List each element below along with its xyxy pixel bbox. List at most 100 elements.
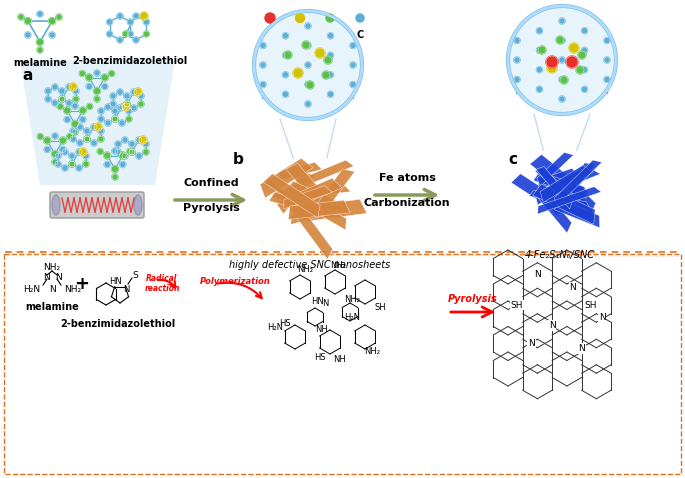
- Circle shape: [72, 129, 78, 135]
- Circle shape: [122, 103, 130, 111]
- Circle shape: [295, 13, 305, 22]
- Circle shape: [79, 107, 86, 114]
- Circle shape: [514, 76, 520, 83]
- Text: SH: SH: [510, 301, 523, 310]
- Polygon shape: [263, 174, 320, 218]
- Circle shape: [98, 128, 104, 134]
- Circle shape: [315, 48, 325, 58]
- Circle shape: [350, 82, 356, 87]
- Circle shape: [71, 120, 79, 128]
- Circle shape: [117, 89, 123, 95]
- Circle shape: [305, 101, 311, 107]
- Circle shape: [64, 107, 71, 114]
- Polygon shape: [288, 200, 350, 219]
- Circle shape: [112, 116, 118, 122]
- Circle shape: [64, 117, 70, 122]
- Circle shape: [36, 39, 44, 45]
- Text: H₂N: H₂N: [344, 313, 360, 322]
- Circle shape: [143, 31, 149, 37]
- Polygon shape: [554, 200, 599, 228]
- Text: +: +: [75, 275, 90, 293]
- Text: N: N: [534, 270, 541, 279]
- Circle shape: [560, 76, 568, 84]
- Text: melamine: melamine: [25, 302, 79, 312]
- Circle shape: [293, 68, 303, 78]
- Circle shape: [536, 47, 543, 53]
- Text: SH: SH: [584, 301, 597, 310]
- Circle shape: [45, 146, 50, 152]
- Polygon shape: [286, 163, 323, 205]
- Circle shape: [282, 52, 288, 58]
- Circle shape: [322, 71, 330, 79]
- Circle shape: [112, 108, 118, 114]
- Text: N: N: [123, 284, 129, 293]
- Polygon shape: [511, 174, 563, 215]
- Text: NH₂: NH₂: [364, 348, 380, 357]
- Circle shape: [559, 37, 565, 43]
- Circle shape: [45, 96, 51, 102]
- Circle shape: [84, 136, 90, 142]
- Circle shape: [25, 32, 31, 38]
- Text: N: N: [322, 300, 328, 308]
- Circle shape: [72, 103, 78, 109]
- Text: 4-Fe₂S₁N₆/SNC: 4-Fe₂S₁N₆/SNC: [525, 250, 595, 260]
- Circle shape: [94, 123, 102, 131]
- Circle shape: [350, 43, 356, 48]
- Circle shape: [104, 162, 110, 167]
- Circle shape: [265, 13, 275, 23]
- Circle shape: [79, 70, 85, 76]
- Circle shape: [582, 47, 588, 53]
- Circle shape: [84, 136, 90, 142]
- Circle shape: [138, 93, 144, 99]
- Polygon shape: [530, 190, 590, 209]
- Circle shape: [124, 101, 130, 107]
- Circle shape: [86, 74, 92, 81]
- Text: 2-benzimidazolethiol: 2-benzimidazolethiol: [60, 319, 175, 329]
- Circle shape: [70, 136, 76, 142]
- Text: C: C: [356, 30, 364, 40]
- Circle shape: [604, 37, 610, 43]
- Circle shape: [105, 104, 111, 110]
- Circle shape: [59, 96, 65, 102]
- Circle shape: [139, 136, 147, 144]
- Circle shape: [582, 67, 588, 73]
- Polygon shape: [284, 186, 332, 209]
- Circle shape: [102, 84, 108, 89]
- Circle shape: [260, 62, 266, 68]
- Polygon shape: [291, 202, 344, 225]
- Circle shape: [110, 101, 116, 107]
- Circle shape: [254, 11, 362, 119]
- Circle shape: [327, 33, 334, 39]
- Circle shape: [129, 149, 135, 155]
- Circle shape: [134, 88, 142, 96]
- Polygon shape: [536, 169, 590, 205]
- Circle shape: [566, 56, 578, 68]
- Circle shape: [83, 161, 89, 167]
- Circle shape: [326, 14, 334, 22]
- Text: Pyrolysis: Pyrolysis: [448, 294, 498, 304]
- Text: N: N: [578, 344, 585, 353]
- Circle shape: [83, 153, 89, 159]
- Polygon shape: [536, 191, 572, 233]
- Polygon shape: [540, 165, 593, 203]
- Text: Pyrolysis: Pyrolysis: [183, 203, 239, 213]
- Circle shape: [126, 108, 132, 114]
- Circle shape: [115, 141, 121, 147]
- Text: Fe atoms: Fe atoms: [379, 173, 436, 183]
- Circle shape: [136, 137, 142, 143]
- Circle shape: [260, 82, 266, 87]
- Polygon shape: [533, 184, 595, 224]
- Circle shape: [94, 70, 100, 76]
- Circle shape: [55, 161, 61, 167]
- Text: H₂N: H₂N: [23, 284, 40, 293]
- Text: melamine: melamine: [13, 58, 67, 68]
- Circle shape: [58, 104, 63, 109]
- Circle shape: [143, 141, 149, 147]
- Circle shape: [93, 87, 101, 95]
- Text: Polymerization: Polymerization: [199, 277, 271, 286]
- Circle shape: [69, 153, 75, 159]
- Circle shape: [305, 43, 311, 48]
- Circle shape: [84, 128, 90, 134]
- Circle shape: [52, 159, 58, 165]
- Text: NH₂: NH₂: [43, 262, 60, 272]
